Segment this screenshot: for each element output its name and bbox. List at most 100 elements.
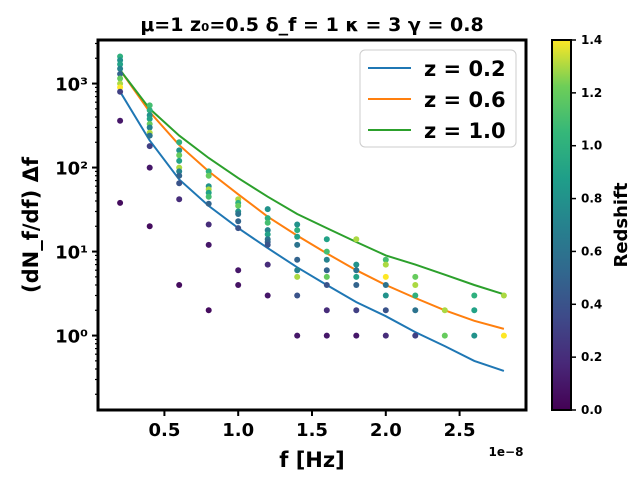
scatter-point <box>235 267 242 274</box>
colorbar-tick-label: 1.0 <box>581 139 602 153</box>
scatter-point <box>235 225 242 232</box>
scatter-point <box>294 227 301 234</box>
colorbar-ticks: 0.0 0.2 0.4 0.6 0.8 1.0 1.2 1.4 <box>571 33 602 417</box>
series-line-3 <box>119 69 505 296</box>
scatter-point <box>117 84 124 91</box>
scatter-point <box>471 307 478 314</box>
scatter-point <box>176 180 183 187</box>
scatter-point <box>323 267 330 274</box>
x-tick-label: 1.5 <box>296 420 328 441</box>
scatter-point <box>323 307 330 314</box>
scatter-point <box>117 75 124 82</box>
scatter-point <box>412 282 419 288</box>
colorbar-gradient <box>551 39 572 411</box>
scatter-point <box>264 261 271 268</box>
scatter-point <box>146 124 153 131</box>
colorbar-tick-label: 0.4 <box>581 297 602 311</box>
scatter-point <box>117 117 124 124</box>
scatter-point <box>176 152 183 159</box>
x-tick-label: 0.5 <box>148 420 180 441</box>
y-axis-label: (dN_f/df) Δf <box>19 156 43 293</box>
legend-label-2: z = 0.6 <box>424 88 506 112</box>
scatter-point <box>117 61 124 68</box>
scatter-point <box>353 332 360 339</box>
x-axis-offset-label: 1e−8 <box>489 445 524 459</box>
scatter-point <box>353 267 360 274</box>
scatter-point <box>500 292 507 299</box>
x-tick-label: 1.0 <box>222 420 254 441</box>
scatter-point <box>264 292 271 299</box>
x-axis-ticks: 0.5 1.0 1.5 2.0 2.5 <box>148 410 476 441</box>
scatter-point <box>146 164 153 171</box>
scatter-point <box>117 199 124 206</box>
scatter-point <box>382 261 389 268</box>
scatter-point <box>412 292 419 299</box>
scatter-point <box>205 200 212 207</box>
colorbar-label: Redshift <box>611 182 632 267</box>
colorbar-tick-label: 0.6 <box>581 244 602 258</box>
scatter-point <box>117 65 124 72</box>
scatter-point <box>117 88 124 95</box>
scatter-point <box>205 221 212 228</box>
scatter-point <box>176 139 183 146</box>
scatter-point <box>235 282 242 288</box>
scatter-point <box>176 168 183 175</box>
scatter-point <box>264 227 271 234</box>
scatter-point <box>353 273 360 280</box>
scatter-point <box>176 282 183 288</box>
scatter-point <box>412 332 419 339</box>
colorbar-tick-label: 0.8 <box>581 192 602 206</box>
scatter-point <box>294 241 301 248</box>
scatter-point <box>382 273 389 280</box>
scatter-point <box>117 71 124 77</box>
scatter-point <box>323 248 330 255</box>
scatter-point <box>294 256 301 263</box>
scatter-point <box>146 107 153 114</box>
scatter-point <box>353 261 360 268</box>
scatter-point <box>146 223 153 230</box>
scatter-point <box>264 215 271 222</box>
scatter-point <box>382 256 389 263</box>
scatter-point <box>264 206 271 213</box>
scatter-point <box>382 292 389 299</box>
legend: z = 0.2 z = 0.6 z = 1.0 <box>359 49 517 148</box>
scatter-point <box>176 172 183 179</box>
y-tick-label: 10¹ <box>55 243 88 264</box>
scatter-point <box>294 233 301 240</box>
scatter-point <box>294 332 301 339</box>
scatter-point <box>146 102 153 109</box>
x-axis-label: f [Hz] <box>279 448 344 472</box>
series-line-2 <box>119 69 505 330</box>
legend-label-3: z = 1.0 <box>424 119 506 143</box>
colorbar: 0.0 0.2 0.4 0.6 0.8 1.0 1.2 1.4 Redshift <box>551 33 632 417</box>
scatter-point <box>205 172 212 179</box>
scatter-point <box>235 218 242 225</box>
scatter-point <box>146 143 153 150</box>
series-lines <box>119 69 505 372</box>
chart-title: μ=1 z₀=0.5 δ_f = 1 κ = 3 γ = 0.8 <box>140 14 483 36</box>
scatter-point <box>382 282 389 288</box>
scatter-point <box>205 307 212 314</box>
colorbar-tick-label: 0.0 <box>581 403 602 417</box>
scatter-point <box>353 307 360 314</box>
legend-box <box>359 49 517 148</box>
scatter-point <box>471 292 478 299</box>
scatter-point <box>471 332 478 339</box>
scatter-point <box>205 241 212 248</box>
scatter-point <box>294 221 301 228</box>
scatter-point <box>382 332 389 339</box>
scatter-points <box>117 53 507 339</box>
scatter-point <box>323 236 330 243</box>
scatter-point <box>205 168 212 175</box>
y-axis-ticks: 10⁰ 10¹ 10² 10³ <box>55 42 98 395</box>
y-tick-label: 10⁰ <box>55 327 88 348</box>
scatter-point <box>176 157 183 164</box>
scatter-point <box>117 57 124 64</box>
legend-label-1: z = 0.2 <box>424 57 506 81</box>
scatter-point <box>294 292 301 299</box>
scatter-point <box>441 332 448 339</box>
scatter-point <box>500 332 507 339</box>
scatter-point <box>264 241 271 248</box>
colorbar-tick-label: 0.2 <box>581 350 602 364</box>
